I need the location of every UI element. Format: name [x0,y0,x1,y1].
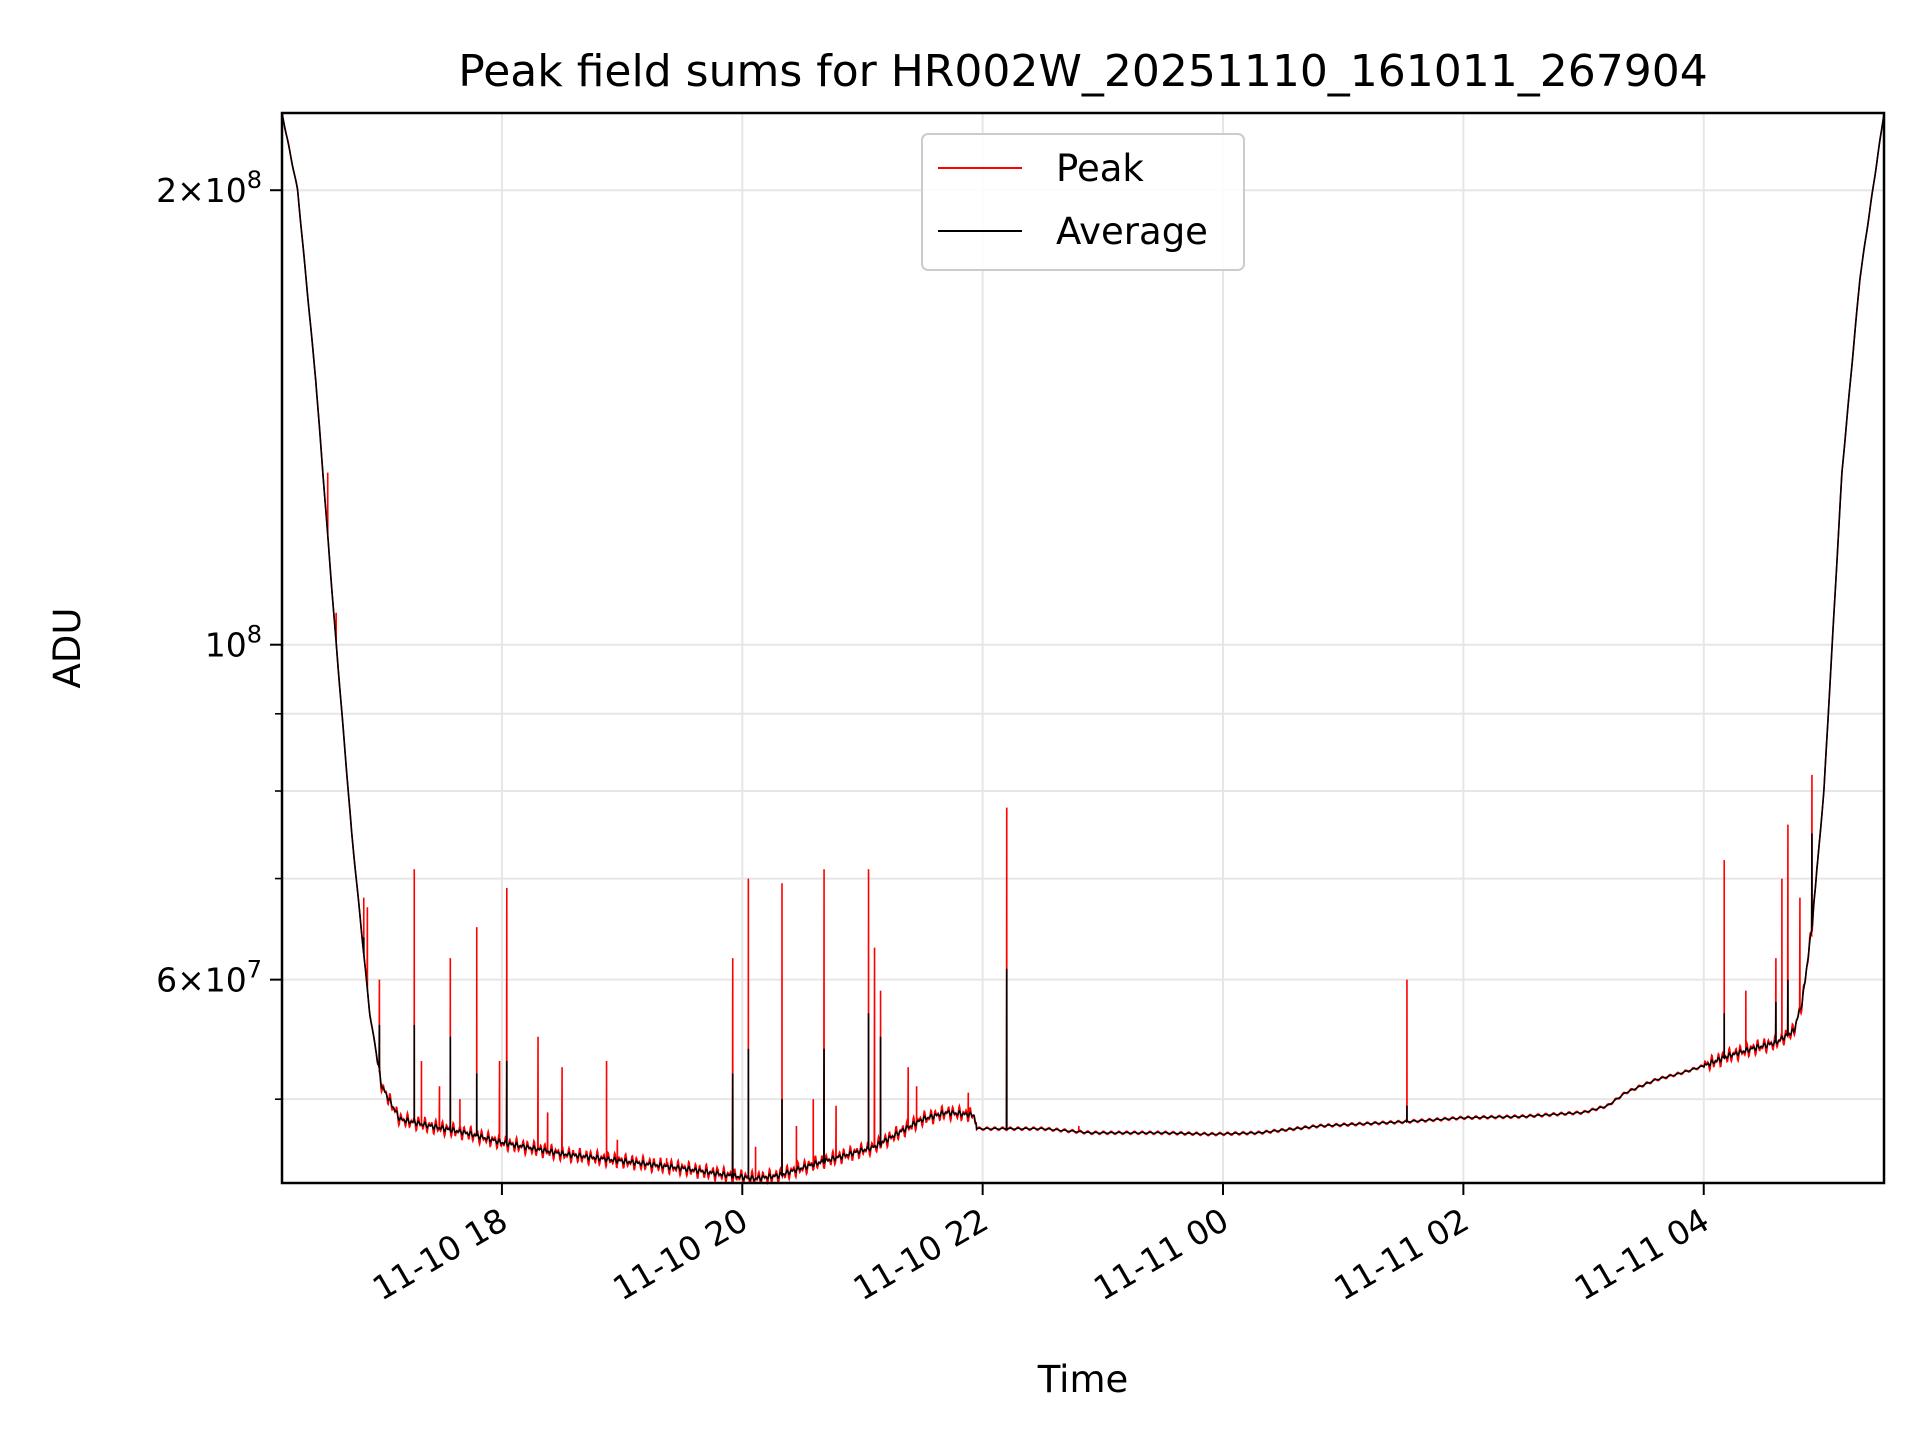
plot-area [281,112,1885,1186]
y-axis-label: ADU [46,608,89,689]
y-tick-label: 2×108 [156,166,262,210]
chart-title: Peak field sums for HR002W_20251110_1610… [458,46,1708,97]
axes-frame [280,111,1886,1185]
legend-label-peak: Peak [1056,147,1144,190]
x-axis-label: Time [1037,1358,1129,1401]
series-line-average [281,112,1885,1182]
y-tick-label: 6×107 [156,956,262,1000]
y-tick-label: 108 [205,621,262,665]
legend: Peak Average [921,133,1245,271]
legend-label-average: Average [1056,210,1208,253]
